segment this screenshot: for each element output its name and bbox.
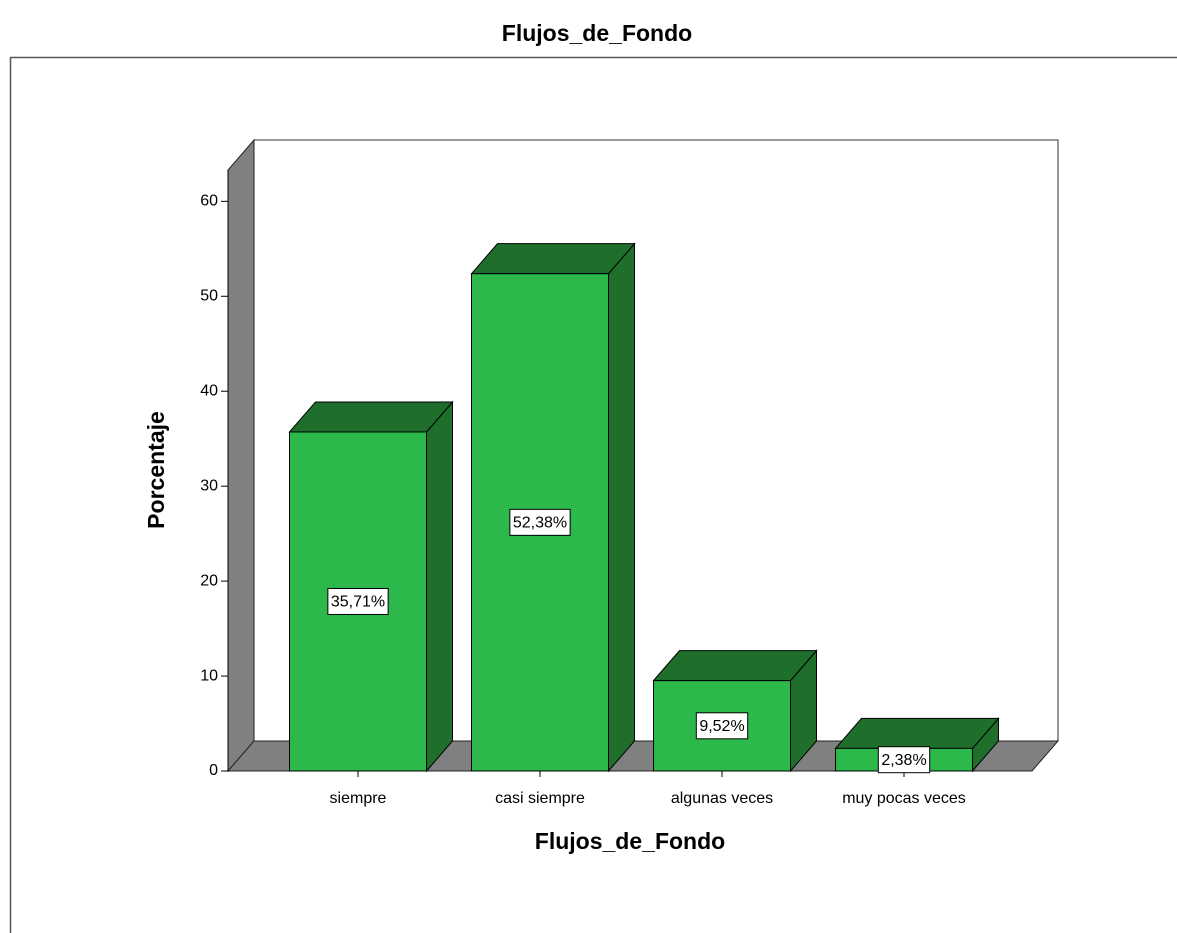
bar-top: [470, 243, 636, 275]
chart-title: Flujos_de_Fondo: [502, 20, 692, 46]
value-label: 35,71%: [331, 594, 385, 611]
bar-top: [652, 650, 818, 682]
value-label-box: [877, 746, 931, 774]
bar-top: [288, 401, 454, 433]
value-label-box: [509, 508, 571, 536]
y-tick-label: 40: [200, 382, 218, 399]
value-label-box: [327, 587, 389, 615]
value-label: 2,38%: [881, 752, 926, 769]
value-label-box: [695, 712, 749, 740]
y-tick-label: 10: [200, 667, 218, 684]
y-axis-label: Porcentaje: [143, 411, 169, 529]
x-axis-label: Flujos_de_Fondo: [535, 828, 725, 854]
y-tick-label: 60: [200, 193, 218, 210]
y-tick-label: 0: [209, 762, 218, 779]
x-tick-label: muy pocas veces: [842, 790, 966, 807]
bar-side: [608, 242, 635, 773]
bar-top: [834, 717, 1000, 749]
y-tick-label: 20: [200, 572, 218, 589]
bar-side: [426, 400, 453, 773]
x-tick-label: siempre: [330, 790, 387, 807]
x-tick-label: casi siempre: [495, 790, 585, 807]
left-wall: [227, 138, 255, 773]
value-label: 52,38%: [513, 515, 567, 532]
value-label: 9,52%: [699, 718, 744, 735]
y-tick-label: 50: [200, 287, 218, 304]
y-tick-label: 30: [200, 477, 218, 494]
x-tick-label: algunas veces: [671, 790, 773, 807]
